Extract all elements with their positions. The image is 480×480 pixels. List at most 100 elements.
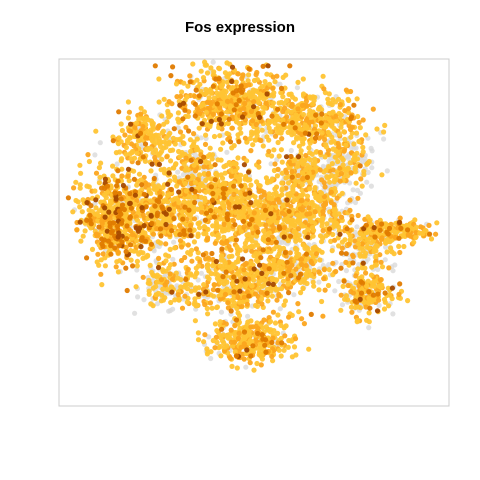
data-point: [197, 172, 203, 178]
data-point: [265, 249, 271, 255]
data-point: [341, 148, 347, 154]
data-point: [202, 195, 208, 201]
data-point: [370, 106, 376, 112]
data-point: [117, 258, 123, 264]
data-point: [123, 244, 129, 250]
data-point: [158, 277, 165, 283]
data-point: [333, 113, 339, 119]
data-point: [279, 159, 285, 165]
data-point: [224, 98, 231, 104]
data-point: [396, 291, 402, 297]
data-point: [224, 109, 230, 115]
data-point: [95, 213, 101, 219]
data-point: [208, 65, 214, 71]
data-point: [309, 199, 315, 205]
data-point: [335, 150, 342, 157]
data-point: [332, 288, 338, 294]
data-point: [333, 268, 339, 275]
data-point: [221, 164, 227, 170]
data-point: [374, 220, 380, 226]
data-point: [268, 161, 274, 167]
data-point: [246, 72, 252, 78]
data-point: [368, 183, 374, 189]
data-point: [284, 216, 290, 222]
data-point: [85, 152, 91, 158]
data-point: [134, 150, 140, 156]
data-point: [300, 242, 306, 248]
data-point: [247, 360, 253, 366]
data-point: [163, 140, 169, 146]
data-point: [384, 249, 390, 255]
data-point: [138, 105, 144, 111]
data-point: [222, 70, 228, 76]
data-point: [265, 327, 271, 333]
data-point: [244, 301, 250, 307]
data-point: [285, 180, 292, 186]
data-point: [199, 103, 205, 109]
data-point: [244, 139, 250, 145]
data-point: [386, 303, 392, 309]
data-point: [178, 257, 185, 264]
data-point: [218, 146, 224, 152]
data-point: [246, 101, 252, 107]
data-point: [295, 160, 301, 166]
data-point: [338, 307, 344, 313]
data-point: [257, 183, 263, 189]
data-point: [290, 186, 296, 192]
data-point: [125, 115, 131, 121]
data-point: [100, 210, 106, 216]
data-point: [242, 135, 248, 141]
data-point: [338, 292, 344, 298]
data-point: [376, 302, 382, 308]
data-point: [78, 170, 84, 176]
data-point: [370, 297, 376, 303]
data-point: [146, 182, 152, 188]
data-point: [285, 238, 291, 244]
data-point: [340, 283, 346, 289]
data-point: [241, 105, 247, 111]
data-point: [307, 186, 313, 192]
data-point: [227, 355, 233, 361]
data-point: [197, 225, 203, 231]
data-point: [272, 79, 278, 85]
data-point: [210, 59, 216, 65]
data-point: [254, 360, 260, 367]
data-point: [382, 257, 388, 263]
data-point: [132, 310, 138, 316]
data-point: [320, 215, 326, 221]
data-point: [306, 119, 313, 126]
data-point: [294, 134, 300, 141]
data-point: [228, 247, 234, 253]
data-point: [299, 261, 305, 268]
data-point: [181, 141, 187, 147]
data-point: [191, 139, 197, 145]
data-point: [212, 345, 218, 351]
data-point: [374, 126, 380, 132]
data-point: [273, 115, 279, 121]
data-point: [342, 136, 348, 142]
data-point: [333, 154, 339, 160]
data-point: [219, 100, 225, 106]
data-point: [381, 296, 388, 303]
data-point: [360, 117, 366, 123]
data-point: [262, 79, 268, 85]
data-point: [183, 188, 189, 194]
data-point: [185, 113, 191, 119]
data-point: [207, 300, 214, 306]
data-point: [322, 137, 328, 143]
data-point: [373, 253, 379, 259]
data-point: [205, 311, 211, 317]
data-point: [131, 143, 137, 149]
data-point: [248, 182, 254, 188]
data-point: [217, 263, 223, 269]
data-point: [318, 190, 325, 196]
data-point: [272, 161, 278, 167]
data-point: [279, 239, 285, 245]
data-point: [275, 125, 282, 131]
data-point: [233, 209, 239, 216]
data-point: [301, 321, 307, 327]
data-point: [229, 98, 235, 104]
data-point: [319, 130, 325, 136]
data-point: [303, 152, 309, 159]
data-point: [338, 124, 344, 130]
